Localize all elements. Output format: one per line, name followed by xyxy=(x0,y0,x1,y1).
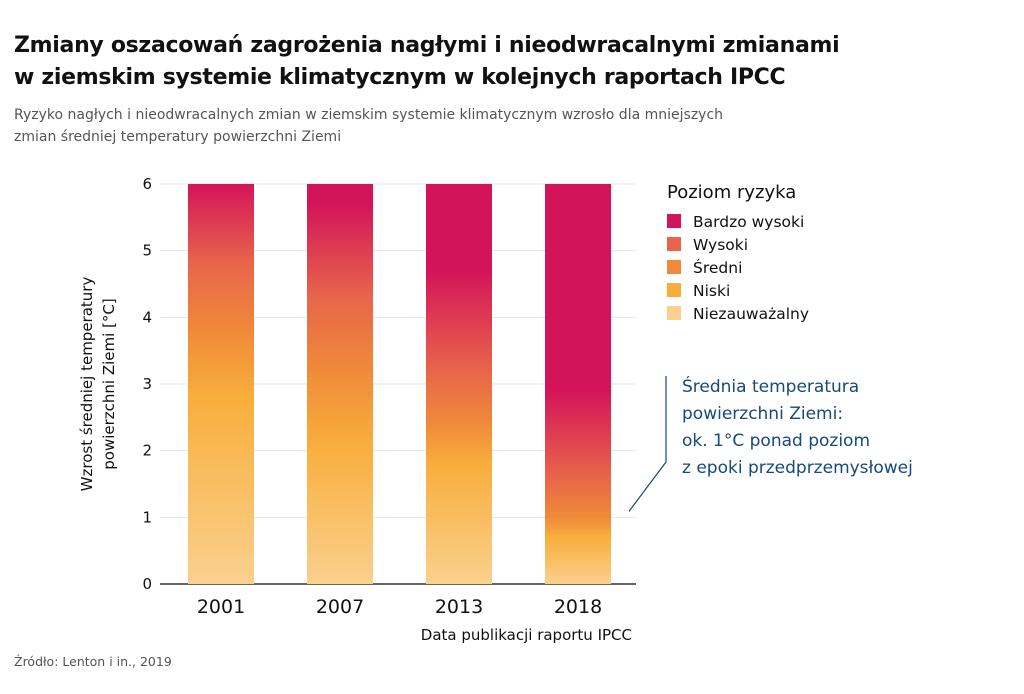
legend-label: Niski xyxy=(693,282,730,300)
legend-label: Niezauważalny xyxy=(693,305,809,323)
chart-subtitle: Ryzyko nagłych i nieodwracalnych zmian w… xyxy=(14,104,723,148)
legend-swatch xyxy=(667,237,681,251)
annotation-text: powierzchni Ziemi: xyxy=(682,404,843,424)
annotation-text: ok. 1°C ponad poziom xyxy=(682,431,870,451)
x-tick-label: 2013 xyxy=(435,596,483,618)
bar-2013 xyxy=(426,184,492,584)
legend-swatch xyxy=(667,306,681,320)
subtitle-line: Ryzyko nagłych i nieodwracalnych zmian w… xyxy=(14,107,724,123)
legend-label: Wysoki xyxy=(693,236,748,254)
x-tick-label: 2007 xyxy=(316,596,364,618)
bar-2007 xyxy=(307,184,373,584)
legend-swatch xyxy=(667,214,681,228)
y-tick-label: 5 xyxy=(142,242,152,260)
subtitle-line: zmian średniej temperatury powierzchni Z… xyxy=(14,129,342,145)
x-axis-label: Data publikacji raportu IPCC xyxy=(421,626,632,644)
bar-2018 xyxy=(545,184,611,584)
legend-label: Bardzo wysoki xyxy=(693,213,804,231)
annotation-text: z epoki przedprzemysłowej xyxy=(682,458,913,478)
y-tick-label: 2 xyxy=(142,442,152,460)
y-tick-label: 6 xyxy=(142,175,152,193)
y-tick-label: 4 xyxy=(142,308,152,326)
title-line: Zmiany oszacowań zagrożenia nagłymi i ni… xyxy=(14,33,840,58)
x-tick-label: 2018 xyxy=(554,596,602,618)
annotation-leader-line xyxy=(628,376,667,512)
source-note: Źródło: Lenton i in., 2019 xyxy=(14,654,172,669)
legend-swatch xyxy=(667,260,681,274)
legend-swatch xyxy=(667,283,681,297)
chart-title: Zmiany oszacowań zagrożenia nagłymi i ni… xyxy=(14,30,840,94)
legend-label: Średni xyxy=(693,258,742,277)
y-tick-label: 1 xyxy=(142,508,152,526)
title-line: w ziemskim systemie klimatycznym w kolej… xyxy=(14,65,786,90)
legend-title: Poziom ryzyka xyxy=(667,182,796,203)
y-tick-label: 3 xyxy=(142,375,152,393)
bar-2001 xyxy=(188,184,254,584)
y-axis-label: powierzchni Ziemi [°C] xyxy=(100,298,118,470)
y-axis-label: Wzrost średniej temperatury xyxy=(78,277,96,492)
x-tick-label: 2001 xyxy=(197,596,245,618)
y-tick-label: 0 xyxy=(142,575,152,593)
annotation-text: Średnia temperatura xyxy=(682,375,859,397)
